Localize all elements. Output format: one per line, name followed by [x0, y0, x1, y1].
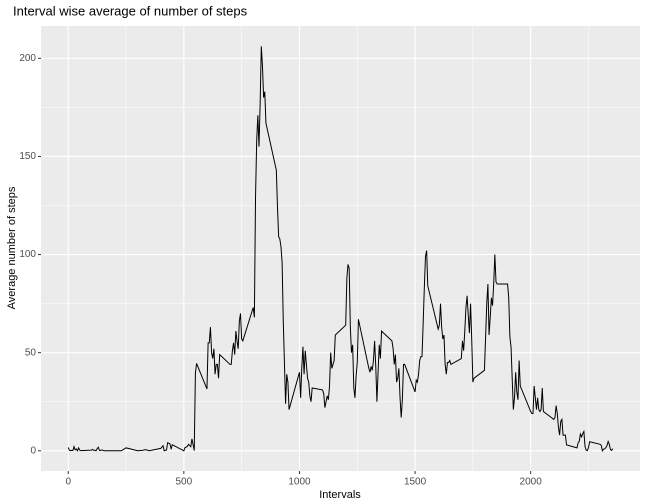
x-tick-label: 500 [175, 477, 192, 488]
y-tick-label: 200 [19, 53, 36, 64]
x-tick-label: 0 [65, 477, 71, 488]
y-axis-title: Average number of steps [6, 186, 18, 309]
data-line [67, 46, 614, 452]
y-tick-label: 0 [30, 445, 36, 456]
x-axis-title: Intervals [319, 489, 361, 501]
plot-panel [41, 26, 640, 471]
x-tick-label: 2000 [520, 477, 543, 488]
y-tick-label: 50 [25, 347, 37, 358]
y-tick-label: 150 [19, 151, 36, 162]
x-tick-label: 1000 [288, 477, 311, 488]
x-tick-label: 1500 [404, 477, 427, 488]
chart-title: Interval wise average of number of steps [13, 3, 248, 18]
y-tick-label: 100 [19, 249, 36, 260]
